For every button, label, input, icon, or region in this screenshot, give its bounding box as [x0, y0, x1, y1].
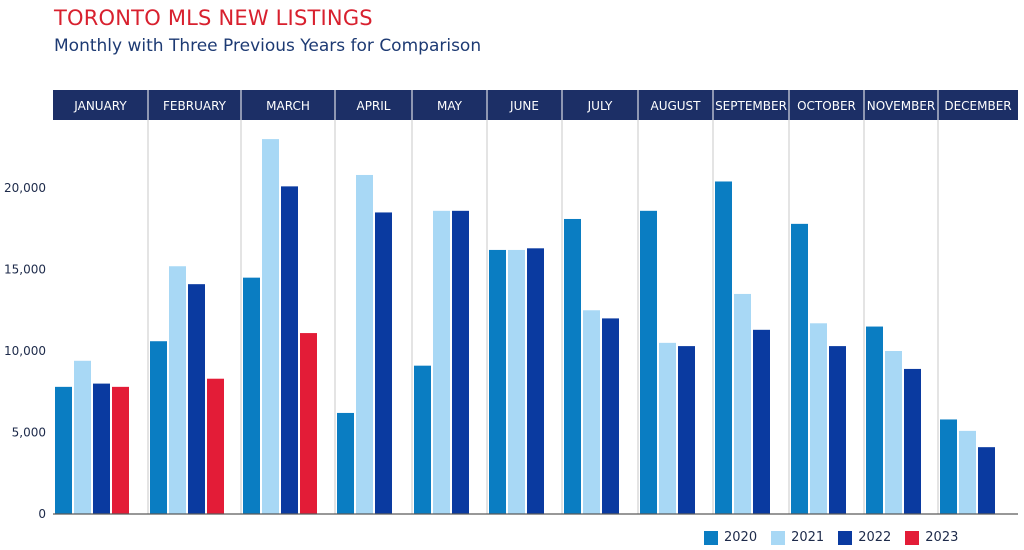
legend-label-2020: 2020	[724, 530, 758, 545]
legend-label-2021: 2021	[791, 530, 825, 545]
bar-2022-september	[753, 329, 770, 514]
legend-item-2023: 2023	[905, 530, 958, 545]
bar-2022-august	[678, 346, 695, 514]
bar-2020-august	[640, 210, 657, 514]
bar-2022-june	[527, 248, 544, 514]
bar-2020-may	[414, 365, 431, 514]
bar-2020-june	[489, 249, 506, 514]
month-label: FEBRUARY	[163, 99, 227, 113]
month-label: SEPTEMBER	[715, 99, 787, 113]
bar-2021-december	[959, 430, 976, 514]
bar-2020-july	[564, 218, 581, 514]
bar-2022-april	[375, 212, 392, 514]
month-label: MAY	[437, 99, 463, 113]
bar-2021-february	[169, 266, 186, 514]
bar-2020-april	[337, 412, 354, 514]
legend-swatch-2021	[771, 530, 786, 545]
bar-2020-february	[150, 341, 167, 514]
bar-2022-february	[188, 284, 205, 514]
bar-2022-november	[904, 368, 921, 514]
legend-item-2021: 2021	[771, 530, 824, 545]
y-tick-label: 5,000	[12, 426, 46, 440]
month-label: AUGUST	[650, 99, 701, 113]
legend-swatch-2022	[838, 530, 853, 545]
bar-2022-december	[978, 447, 995, 514]
legend-swatch-2020	[704, 530, 718, 545]
bar-2021-march	[262, 139, 279, 514]
chart-title: TORONTO MLS NEW LISTINGS	[54, 6, 373, 30]
bar-2021-april	[356, 174, 373, 514]
bar-2023-march	[300, 333, 317, 514]
y-tick-label: 0	[38, 507, 46, 521]
bar-2020-march	[243, 277, 260, 514]
y-tick-label: 20,000	[4, 181, 46, 195]
bar-2022-january	[93, 383, 110, 514]
legend-swatch-2023	[905, 530, 920, 545]
month-label: MARCH	[266, 99, 310, 113]
month-label: NOVEMBER	[867, 99, 936, 113]
bar-2021-june	[508, 249, 525, 514]
bar-2023-february	[207, 378, 224, 514]
bar-2021-july	[583, 310, 600, 514]
chart-subtitle: Monthly with Three Previous Years for Co…	[54, 36, 482, 56]
bar-2022-march	[281, 186, 298, 514]
bar-2020-november	[866, 326, 883, 514]
bar-2022-october	[829, 346, 846, 514]
bar-2021-january	[74, 360, 91, 514]
month-label: JULY	[587, 99, 613, 113]
month-label: APRIL	[356, 99, 390, 113]
legend-label-2023: 2023	[925, 530, 959, 545]
bar-2020-october	[791, 223, 808, 515]
legend-label-2022: 2022	[858, 530, 892, 545]
legend-item-2020: 2020	[704, 530, 757, 545]
bar-2021-september	[734, 293, 751, 514]
bar-2020-december	[940, 419, 957, 514]
month-label: JUNE	[509, 99, 539, 113]
month-label: JANUARY	[73, 99, 127, 113]
bar-2022-may	[452, 210, 469, 514]
y-tick-label: 10,000	[4, 344, 46, 358]
bar-2020-september	[715, 181, 732, 515]
month-header-band	[53, 90, 1018, 120]
bar-2021-november	[885, 351, 902, 514]
bar-2021-august	[659, 342, 676, 514]
month-label: OCTOBER	[797, 99, 856, 113]
bar-2021-may	[433, 210, 450, 514]
legend-item-2022: 2022	[838, 530, 891, 545]
bar-2023-january	[112, 386, 129, 514]
month-label: DECEMBER	[944, 99, 1011, 113]
bar-2021-october	[810, 323, 827, 514]
y-tick-label: 15,000	[4, 263, 46, 277]
bar-2022-july	[602, 318, 619, 514]
legend: 2020 2021 2022 2023	[704, 530, 958, 545]
bar-2020-january	[55, 386, 72, 514]
